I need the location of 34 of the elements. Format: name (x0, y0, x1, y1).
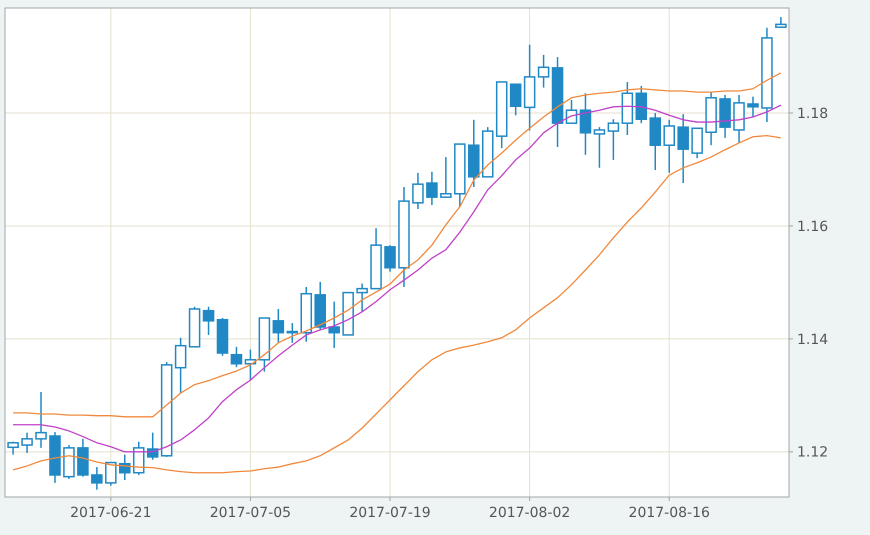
candlestick (747, 96, 759, 118)
candlestick (566, 99, 578, 124)
candlestick (91, 466, 103, 490)
y-tick-label: 1.16 (797, 218, 828, 235)
candlestick (35, 391, 47, 449)
x-tick-label: 2017-08-16 (628, 505, 710, 521)
x-tick-label: 2017-07-05 (210, 505, 292, 521)
candlestick (384, 244, 396, 272)
candlestick (174, 337, 186, 394)
candlestick (328, 300, 340, 349)
candlestick (594, 126, 606, 169)
candlestick (440, 156, 452, 198)
y-tick-label: 1.18 (797, 106, 828, 122)
candlestick (286, 322, 298, 344)
y-tick-label: 1.12 (797, 444, 828, 461)
candlestick (663, 119, 675, 174)
x-tick-label: 2017-07-19 (349, 505, 431, 521)
candlestick (230, 346, 242, 368)
candlestick (608, 118, 620, 161)
candlestick (272, 308, 284, 344)
candlestick (677, 113, 689, 184)
candlestick (580, 92, 592, 156)
line-series (12, 72, 782, 418)
candlestick (510, 83, 522, 116)
candlestick (202, 306, 214, 336)
candlestick (356, 282, 368, 313)
x-tick-label: 2017-08-02 (488, 505, 570, 521)
candlestick (412, 172, 424, 210)
candlestick (244, 348, 256, 381)
candlestick (426, 171, 438, 206)
candlestick (538, 54, 550, 88)
x-tick-label: 2017-06-21 (70, 505, 152, 521)
y-tick-label: 1.14 (797, 332, 828, 348)
candlestick (21, 432, 33, 454)
